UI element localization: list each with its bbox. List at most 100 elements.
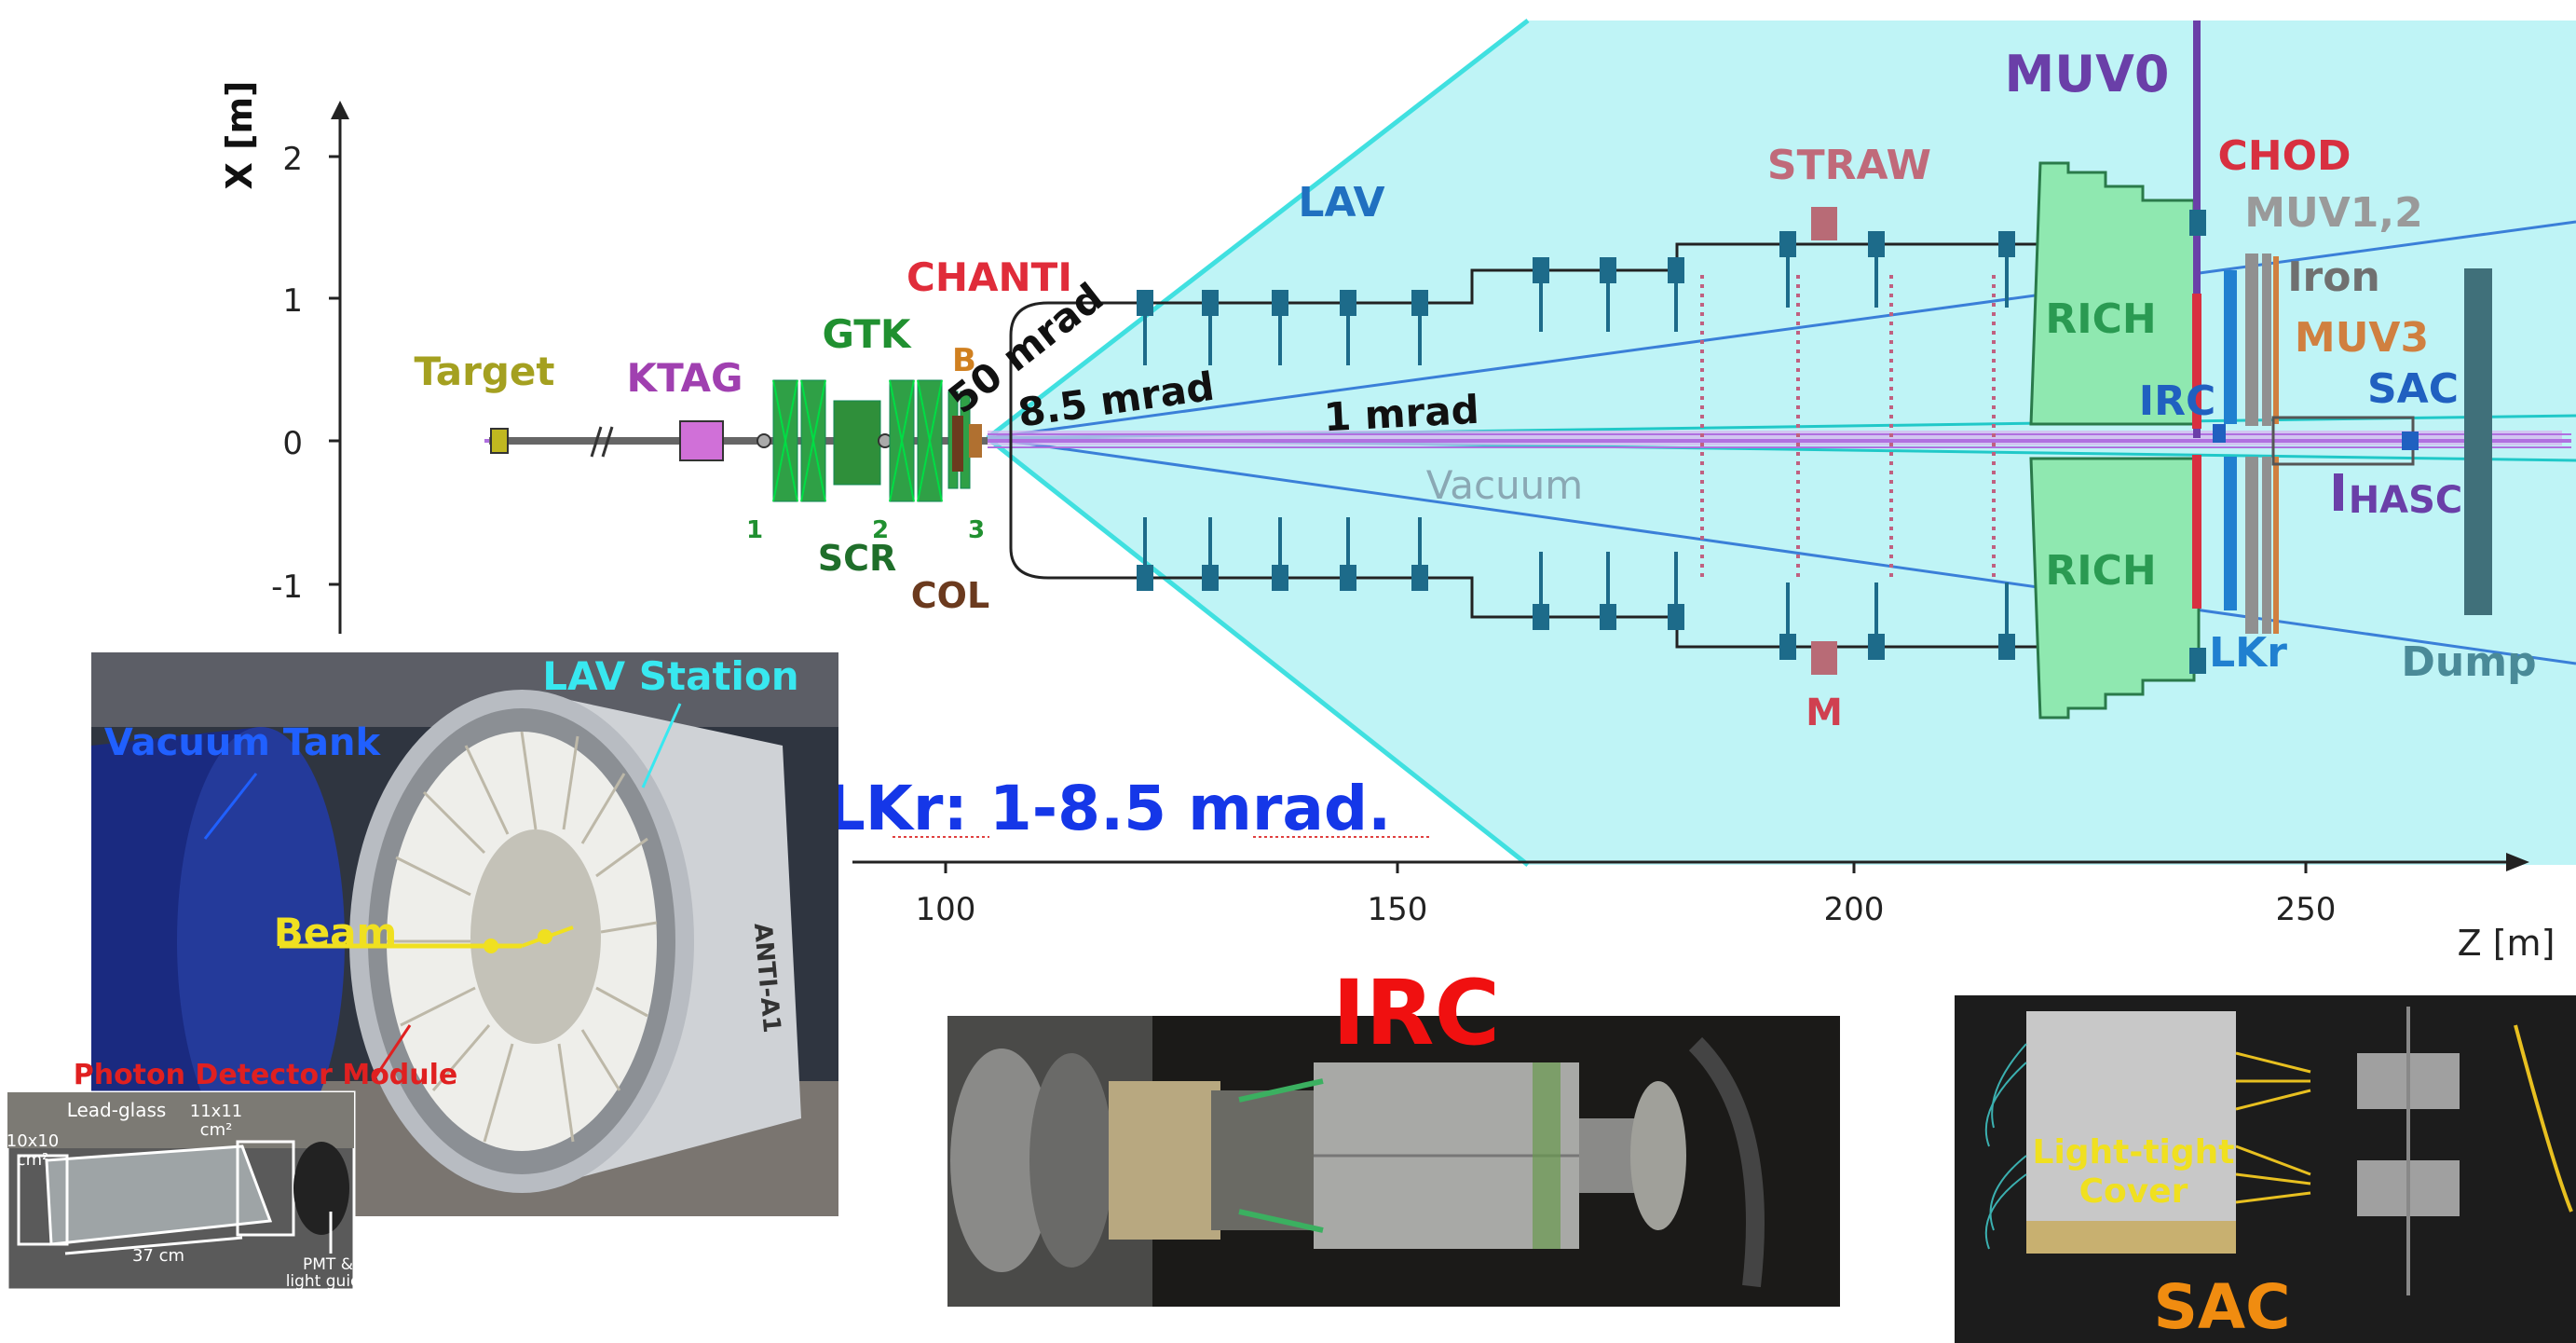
straw-magnet-top [1811,207,1837,240]
straw-label: STRAW [1767,142,1931,189]
scr-label: SCR [818,538,897,579]
vacuum-tank-front [1009,301,1137,580]
dim-10x10-label: 10x10 [7,1131,59,1151]
sac-photo [1955,995,2576,1343]
photon-module-pointer [371,1024,412,1082]
muv12-label: MUV1,2 [2244,189,2423,237]
z-axis-label: Z [m] [2458,923,2556,964]
rich-top-label: RICH [2045,295,2156,343]
x-axis-arrow [331,101,349,119]
gtk-station-2 [889,379,943,502]
b-label: B [952,342,976,379]
target-block [490,428,509,454]
vacuum-tank-pointer [203,773,258,840]
x-ticks [329,155,340,586]
hasc-block [2334,473,2343,511]
ktag-block [679,420,724,461]
length-37cm-label: 37 cm [132,1246,184,1266]
rich-bottom-label: RICH [2045,547,2156,595]
lkr-top [2224,270,2237,424]
lav-label: LAV [1298,179,1384,226]
z-axis-arrow [2506,853,2529,871]
muv3-top [2273,256,2279,424]
cone-edge-bottom [986,436,1530,867]
lav-station-pointer [641,703,682,788]
ktag-label: KTAG [627,355,743,401]
m-label: M [1806,692,1843,734]
gtk-2-label: 2 [872,516,889,544]
chod-marker-bottom [2189,648,2206,674]
chod-bottom [2192,455,2201,609]
z-tick-label: 150 [1368,891,1428,928]
lav-photo [91,652,838,1216]
dim-11x11-unit: cm² [200,1120,233,1140]
beam-pipe [988,431,2562,445]
z-tick-label: 100 [916,891,976,928]
z-tick-label: 200 [1824,891,1885,928]
muv3-bottom [2273,457,2279,634]
col-label: COL [911,575,989,616]
lead-glass-label: Lead-glass [67,1099,167,1121]
x-axis-label: X [m] [219,81,260,190]
lkr-bottom [2224,457,2237,610]
irc-photo [947,1016,1840,1307]
vacuum-label: Vacuum [1426,462,1583,508]
pmt-light-guide-label: light guide [286,1272,371,1291]
cone-edge-top [986,19,1530,440]
hasc-label: HASC [2349,479,2463,522]
pmt-label: PMT & [303,1255,353,1274]
x-tick-label: 0 [282,425,303,462]
photon-module-label: Photon Detector Module [74,1059,458,1091]
b-block [969,424,982,458]
line-8-5-mrad-bottom [987,436,2576,665]
lead-glass-inset [6,1090,356,1292]
lav-station-label: LAV Station [542,653,798,699]
muv3-label: MUV3 [2295,314,2429,362]
dim-11x11-label: 11x11 [190,1102,242,1121]
dim-10x10-unit: cm² [17,1150,49,1170]
beam-label: Beam [274,910,398,955]
chod-label: CHOD [2217,132,2351,180]
lav-stations-top [1137,231,2015,365]
chod-top [2192,294,2201,429]
beam-break-mark [601,426,614,458]
gtk-3-label: 3 [968,516,985,544]
muv12-bottom [2245,457,2258,634]
lav-stations-bottom [1137,517,2015,660]
muv12-second-bottom [2262,457,2271,634]
gtk-1-label: 1 [746,516,763,544]
sac-cover-label: Light-tight [2033,1133,2235,1172]
line-8-5-mrad-top [987,220,2576,440]
dump-block [2464,268,2492,615]
muv0-label: MUV0 [2005,45,2170,103]
beam-joint [756,433,771,448]
dump-label: Dump [2401,638,2536,686]
lkr-acceptance-caption: LKr: 1-8.5 mrad. [826,773,1392,844]
irc-label: IRC [2139,377,2216,425]
angle-1-mrad-label: 1 mrad [1323,387,1480,441]
chod-marker-top [2189,210,2206,236]
gtk-station-1 [772,379,826,502]
x-tick-label: 2 [282,141,303,178]
col-block [952,416,963,472]
irc-photo-title: IRC [1332,961,1500,1065]
gtk-label: GTK [823,311,912,357]
iron-label: Iron [2287,254,2380,301]
muv12-top [2245,254,2258,426]
sac-photo-title: SAC [2153,1271,2290,1343]
sac-block [2402,432,2419,450]
sac-label: SAC [2367,365,2459,413]
vacuum-tank-label: Vacuum Tank [104,721,382,764]
sac-cover-label-2: Cover [2079,1172,2188,1211]
x-tick-label: 1 [282,282,303,320]
z-ticks [944,862,2308,873]
muv12-second-top [2262,254,2271,426]
target-label: Target [415,349,555,394]
lkr-label: LKr [2209,629,2287,677]
straw-magnet-bottom [1811,641,1837,675]
irc-block [2213,424,2226,443]
x-tick-label: -1 [271,569,303,606]
scr-block [833,400,881,486]
z-tick-label: 250 [2276,891,2337,928]
